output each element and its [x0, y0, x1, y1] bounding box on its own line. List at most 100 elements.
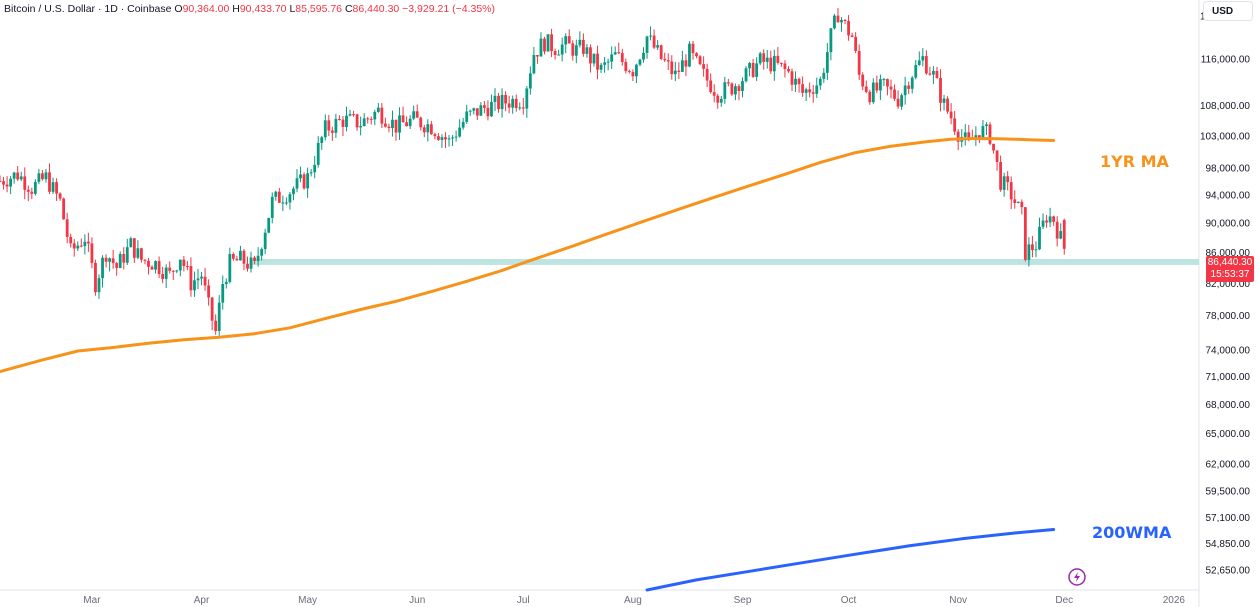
candle-body: [649, 35, 652, 37]
candle-body: [104, 257, 108, 262]
low-label: L: [289, 3, 296, 15]
candle-body: [164, 267, 168, 279]
y-tick-label: 78,000.00: [1206, 311, 1251, 322]
candle-body: [97, 278, 101, 293]
candle-body: [203, 276, 207, 286]
candle-body: [380, 107, 384, 124]
candle-body: [642, 52, 645, 60]
candle-body: [748, 62, 751, 69]
candle-body: [33, 181, 37, 194]
candle-body: [1045, 220, 1048, 223]
candle-body: [309, 172, 313, 174]
change-value: −3,929.21 (−4.35%): [402, 3, 495, 15]
y-tick-label: 59,500.00: [1206, 486, 1251, 497]
x-tick-label: Jun: [409, 595, 425, 606]
candle-body: [794, 78, 797, 85]
candle-body: [504, 94, 508, 104]
candle-body: [981, 126, 985, 138]
candle-body: [292, 188, 295, 195]
candle-body: [900, 95, 904, 107]
candle-body: [327, 120, 331, 131]
candle-body: [157, 261, 161, 275]
candle-body: [779, 62, 783, 64]
candle-body: [868, 91, 872, 103]
candle-body: [726, 82, 730, 84]
symbol-legend: Bitcoin / U.S. Dollar · 1D · Coinbase O9…: [4, 3, 495, 15]
candle-body: [1002, 176, 1006, 190]
candle-body: [995, 150, 999, 162]
candle-body: [72, 243, 76, 249]
y-tick-label: 71,000.00: [1206, 372, 1251, 383]
candle-body: [373, 111, 377, 120]
candle-body: [306, 173, 310, 189]
candle-body: [408, 118, 412, 127]
currency-button[interactable]: USD: [1203, 1, 1253, 21]
candle-body: [55, 182, 58, 194]
candle-body: [815, 85, 819, 94]
forecast-icon[interactable]: [1068, 568, 1086, 586]
candle-body: [175, 270, 179, 272]
candle-body: [41, 173, 44, 180]
candle-body: [429, 124, 433, 135]
candle-body: [359, 125, 363, 128]
candle-body: [903, 85, 907, 96]
candle-body: [440, 137, 444, 140]
candle-body: [581, 39, 585, 54]
candle-body: [228, 254, 232, 282]
candle-body: [592, 53, 596, 64]
candle-body: [734, 86, 737, 95]
candle-body: [698, 56, 702, 65]
candle-body: [369, 118, 373, 120]
candle-body: [458, 127, 462, 137]
candle-body: [51, 182, 55, 192]
candle-body: [811, 92, 815, 94]
candle-body: [553, 51, 557, 55]
candle-body: [316, 142, 320, 165]
candle-body: [567, 36, 571, 44]
candle-body: [666, 60, 670, 62]
candle-body: [189, 266, 193, 291]
candle-body: [398, 115, 401, 133]
candle-body: [684, 60, 688, 67]
candle-body: [48, 172, 51, 192]
candle-body: [550, 34, 553, 52]
candle-body: [1031, 244, 1034, 251]
candle-body: [606, 61, 610, 63]
candle-body: [896, 98, 900, 107]
candle-body: [479, 105, 483, 116]
candle-body: [2, 181, 5, 185]
last-price-tag: 86,440.30 15:53:37: [1206, 256, 1254, 282]
candle-body: [578, 39, 582, 46]
x-tick-label: Aug: [624, 595, 642, 606]
candle-body: [352, 114, 355, 116]
candle-body: [882, 79, 886, 81]
candle-body: [833, 15, 836, 29]
candle-body: [281, 202, 285, 204]
candle-body: [521, 107, 525, 109]
candle-body: [9, 178, 13, 187]
candle-body: [1020, 201, 1024, 208]
candle-body: [415, 111, 419, 118]
candle-body: [150, 266, 154, 270]
candle-body: [942, 98, 946, 103]
candle-body: [543, 38, 546, 52]
last-price: 86,440.30: [1207, 257, 1253, 268]
candle-body: [242, 250, 246, 264]
candle-body: [829, 28, 833, 53]
candle-body: [1034, 249, 1038, 251]
candle-body: [847, 21, 850, 36]
candle-body: [560, 44, 564, 55]
candle-body: [843, 19, 847, 22]
candle-body: [79, 245, 83, 247]
candle-body: [967, 132, 971, 140]
candle-body: [210, 297, 214, 321]
candle-body: [1055, 221, 1059, 239]
candle-body: [946, 98, 949, 112]
candle-body: [564, 36, 568, 45]
candle-body: [472, 108, 476, 111]
candle-body: [19, 176, 23, 180]
candle-body: [953, 118, 957, 132]
y-tick-label: 54,850.00: [1206, 539, 1251, 550]
plot-area[interactable]: [0, 0, 1199, 590]
